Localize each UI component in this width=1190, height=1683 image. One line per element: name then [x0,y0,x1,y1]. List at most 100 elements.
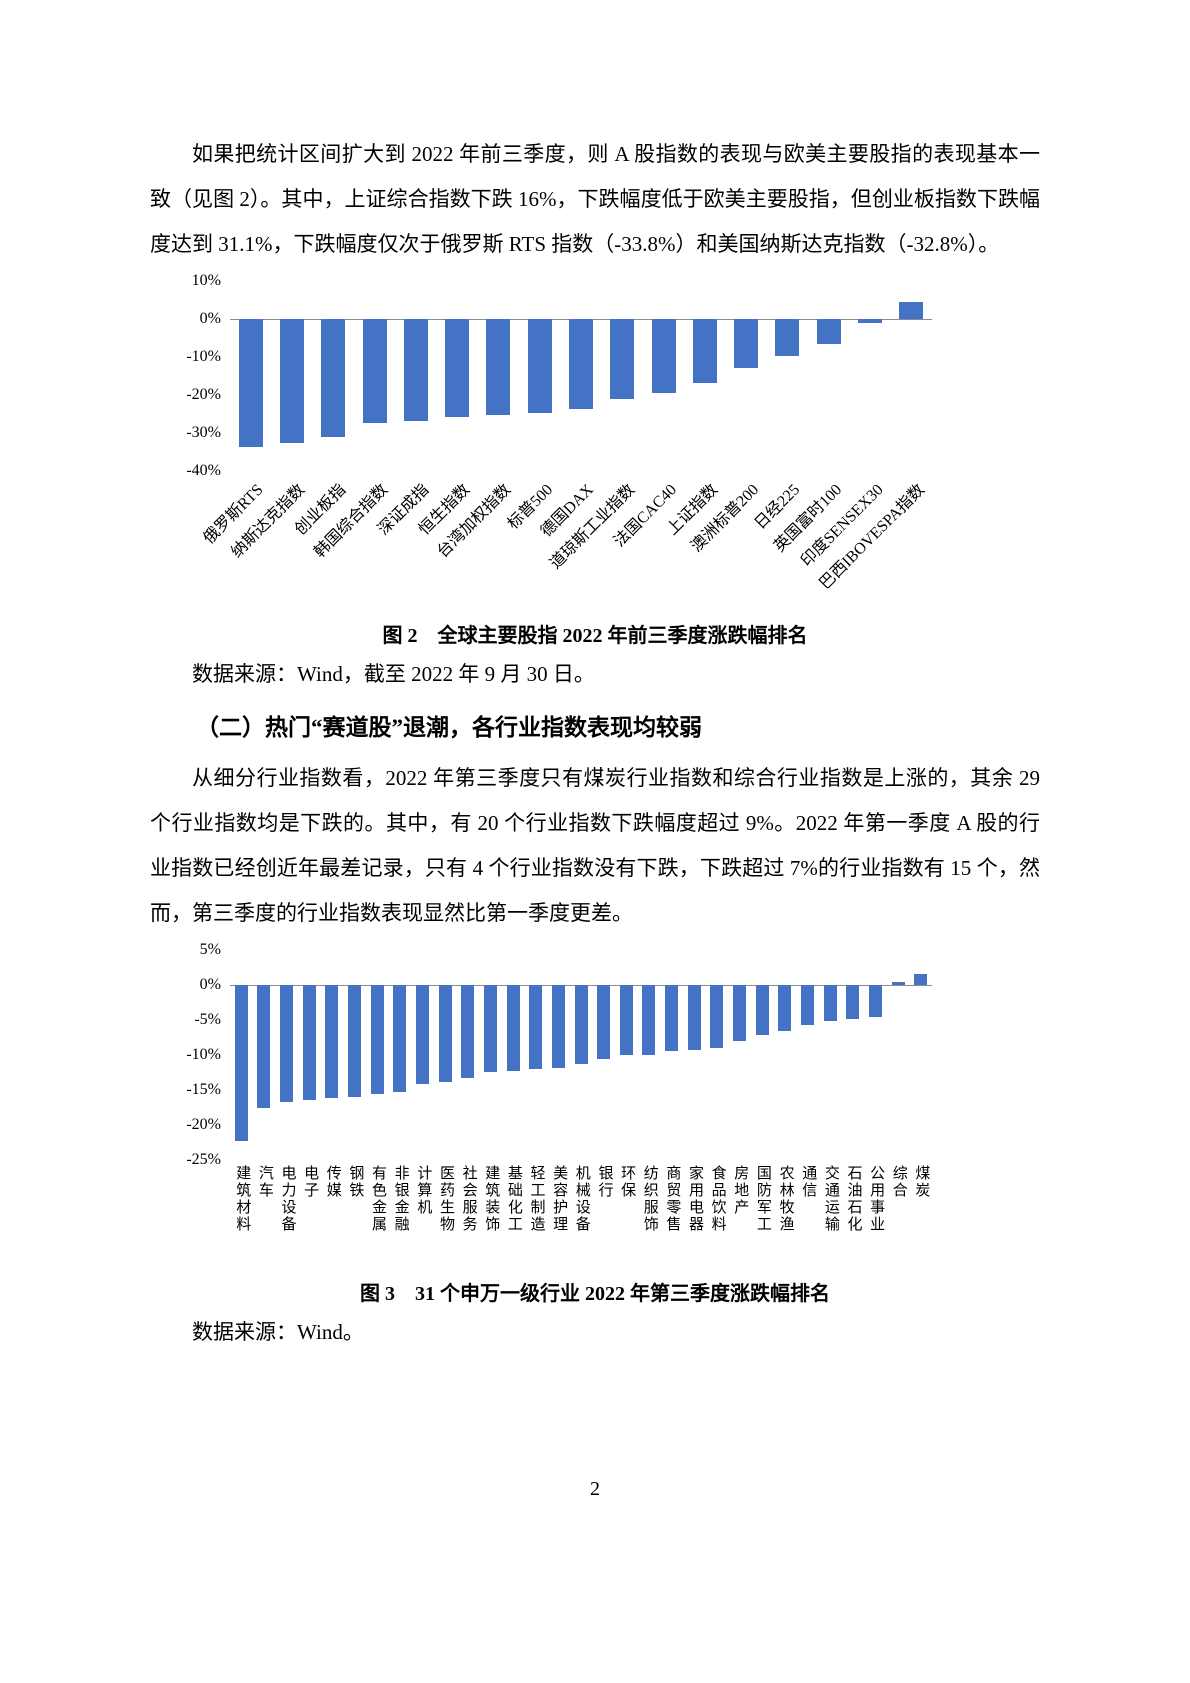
x-axis-label: 石油石化 [845,1164,862,1233]
x-axis-label: 钢铁 [347,1164,364,1199]
bar [393,984,407,1093]
x-axis-label: 建筑材料 [234,1164,251,1233]
bar [302,984,316,1101]
bar [800,984,814,1026]
x-axis-label: 银行 [596,1164,613,1199]
bar [692,318,717,384]
x-axis-labels: 建筑材料 汽车 电力设备 电子 传媒 钢铁 有色金属 非银金融 计算机 医药生物 社会服务 建筑装饰基… [230,1165,932,1261]
bar [551,984,565,1068]
x-axis-label: 综合 [890,1164,907,1199]
bar [710,984,724,1048]
bar [891,982,905,985]
bar [775,318,800,357]
figure3-source: 数据来源：Wind。 [192,1319,364,1344]
y-tick-label: -20% [186,1115,221,1133]
figure2-source: 数据来源：Wind，截至 2022 年 9 月 30 日。 [192,661,595,686]
x-axis-label: 国防军工 [754,1164,771,1233]
bar [257,984,271,1109]
bar [619,984,633,1056]
bar [461,984,475,1078]
bar [234,984,248,1141]
y-tick-label: 10% [191,271,221,289]
figure3-bar-chart: 5% 0% -5% -10% -15% -20% -25% 建筑材料 汽车 电力设备 电子 传媒 钢铁有… [172,941,1040,1261]
x-axis-label: 基础化工 [505,1164,522,1233]
figure3-caption: 图 3 31 个申万一级行业 2022 年第三季度涨跌幅排名 [360,1282,830,1305]
figure2-caption: 图 2 全球主要股指 2022 年前三季度涨跌幅排名 [382,624,808,647]
bar [370,984,384,1094]
y-tick-label: -30% [186,423,221,441]
x-axis-label: 家用电器 [687,1164,703,1233]
x-axis-label: 纺织服饰 [641,1164,658,1233]
bar [846,984,860,1019]
x-axis-label: 商贸零售 [664,1164,681,1233]
bar [506,984,520,1072]
x-axis-label: 美容护理 [551,1164,568,1233]
section-heading: （二）热门“赛道股”退潮，各行业指数表现均较弱 [196,714,702,740]
bar [483,984,497,1073]
y-tick-label: -15% [186,1080,221,1098]
x-axis-labels: 俄罗斯RTS 纳斯达克指数 创业板指 韩国综合指数 深证成指 恒生指数 台湾加权指数 标普50… [201,471,932,603]
x-axis-label: 煤炭 [913,1164,930,1199]
bar [238,318,263,448]
plot-area: 5% 0% -5% -10% -15% -20% -25% [186,941,932,1168]
x-axis-label: 传媒 [324,1164,341,1199]
bar [914,974,928,985]
bar [438,984,452,1082]
bar [755,984,769,1035]
bar [823,984,837,1021]
x-axis-label: 轻工制造 [528,1164,545,1233]
bar [362,318,387,423]
x-axis-label: 有色金属 [370,1164,387,1233]
bar [529,984,543,1070]
bar [778,984,792,1031]
bar [899,302,924,319]
bar [733,984,747,1042]
y-tick-label: 0% [199,975,221,993]
figure2-bar-chart: 10% 0% -10% -20% -30% -40% 俄罗斯RTS 纳斯达克指数 创业板指 韩国综… [172,272,1040,603]
x-axis-label: 建筑装饰 [483,1164,500,1233]
bar [486,318,511,415]
bar [597,984,611,1060]
x-axis-label: 食品饮料 [709,1164,726,1233]
bar [734,318,759,369]
x-axis-label: 电子 [302,1164,319,1199]
x-axis-label: 非银金融 [392,1164,409,1233]
y-tick-label: -40% [186,461,221,479]
x-axis-label: 交通运输 [822,1164,839,1233]
x-axis-label: 机械设备 [573,1164,590,1233]
x-axis-label: 农林牧渔 [777,1164,794,1233]
page-number: 2 [590,1478,600,1500]
y-tick-label: 5% [199,940,221,958]
bar [858,318,883,324]
x-axis-label: 环保 [619,1164,636,1199]
bar [687,984,701,1050]
bar [348,984,362,1097]
bar [868,984,882,1017]
plot-area: 10% 0% -10% -20% -30% -40% [186,272,932,479]
paragraph-1: 如果把统计区间扩大到 2022 年前三季度，则 A 股指数的表现与欧美主要股指的… [150,142,1040,256]
y-tick-label: 0% [199,309,221,327]
bar [610,318,635,399]
bar [574,984,588,1064]
bar [325,984,339,1098]
y-tick-label: -20% [186,385,221,403]
bar [816,318,841,344]
x-axis-label: 电力设备 [279,1164,296,1233]
bar [642,984,656,1055]
x-axis-label: 房地产 [732,1164,749,1216]
y-tick-label: -25% [186,1150,221,1168]
x-axis-label: 公用事业 [868,1164,885,1233]
bar [280,984,294,1103]
bar [651,318,676,393]
y-tick-label: -5% [194,1010,221,1028]
bar [445,318,470,417]
x-axis-label: 社会服务 [460,1164,477,1233]
bar [415,984,429,1084]
y-tick-label: -10% [186,347,221,365]
x-axis-label: 计算机 [415,1164,432,1216]
bar [569,318,593,409]
bar [527,318,552,414]
x-axis-label: 医药生物 [437,1164,454,1233]
x-axis-label: 汽车 [256,1164,273,1199]
